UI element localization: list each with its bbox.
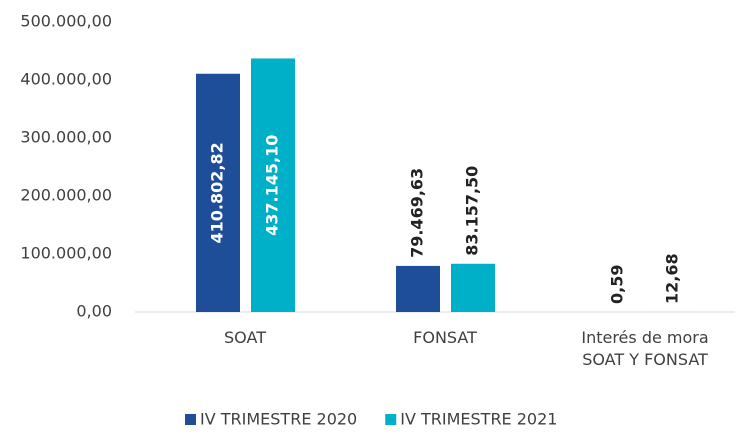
value-label: 83.157,50 — [463, 166, 482, 256]
x-tick-label: Interés de mora SOAT Y FONSAT — [555, 327, 735, 371]
bar — [396, 266, 440, 312]
legend-label: IV TRIMESTRE 2021 — [400, 410, 557, 429]
x-tick-label-box: SOAT — [155, 327, 335, 387]
y-tick-label: 500.000,00 — [20, 12, 112, 31]
legend-swatch — [185, 414, 196, 425]
y-tick-label: 100.000,00 — [20, 244, 112, 263]
y-tick-label: 200.000,00 — [20, 186, 112, 205]
x-tick-label-box: FONSAT — [355, 327, 535, 387]
bar — [451, 264, 495, 312]
y-tick-label: 0,00 — [76, 302, 112, 321]
x-tick-label-box: Interés de mora SOAT Y FONSAT — [555, 327, 735, 387]
y-tick-label: 400.000,00 — [20, 70, 112, 89]
x-tick-label: FONSAT — [355, 327, 535, 349]
value-label: 0,59 — [608, 265, 627, 304]
x-tick-label: SOAT — [155, 327, 335, 349]
y-tick-label: 300.000,00 — [20, 128, 112, 147]
value-label: 12,68 — [663, 253, 682, 304]
value-label: 437.145,10 — [263, 135, 282, 236]
legend-label: IV TRIMESTRE 2020 — [200, 410, 357, 429]
value-label: 79.469,63 — [408, 168, 427, 258]
legend-swatch — [385, 414, 396, 425]
value-label: 410.802,82 — [208, 142, 227, 243]
